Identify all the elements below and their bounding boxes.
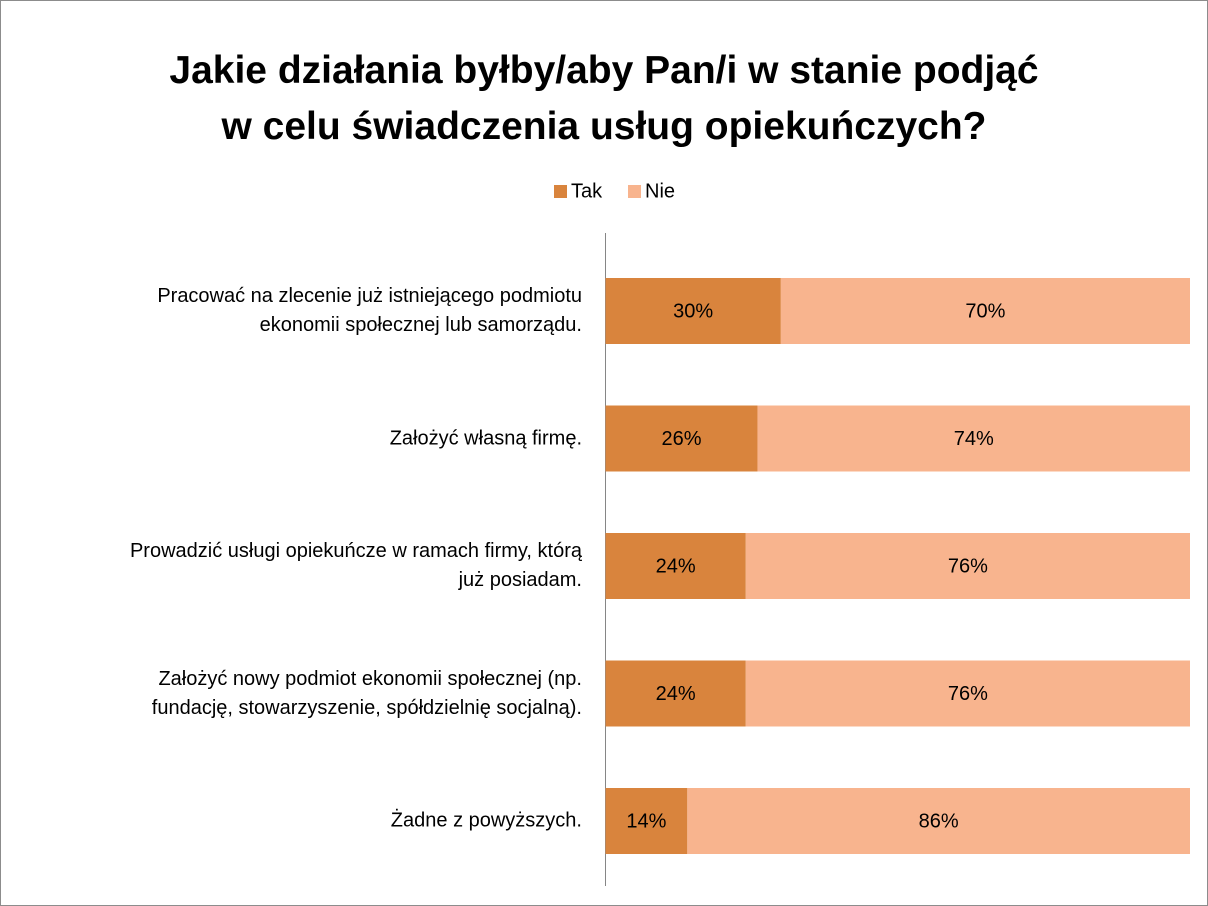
chart-title: Jakie działania byłby/aby Pan/i w stanie… (169, 49, 1039, 148)
bar-segment (745, 660, 1190, 727)
value-label: 70% (965, 300, 1005, 322)
category-label: Prowadzić usługi opiekuńcze w ramach fir… (129, 540, 582, 591)
value-label: 74% (954, 428, 994, 450)
value-label: 76% (948, 683, 988, 705)
category-label: Żadne z powyższych. (390, 809, 582, 832)
bar-segment (605, 660, 746, 727)
value-label: 26% (661, 428, 701, 450)
value-label: 86% (919, 810, 959, 832)
bar-segment (605, 788, 688, 854)
bar-segment (687, 788, 1190, 854)
value-label: 14% (626, 810, 666, 832)
legend-swatch (628, 185, 641, 198)
value-label: 24% (656, 555, 696, 577)
legend-label: Tak (571, 180, 603, 202)
value-label: 76% (948, 555, 988, 577)
bar-segment (745, 533, 1190, 599)
bar-segment (780, 278, 1190, 344)
bar-segment (605, 405, 758, 472)
legend-label: Nie (645, 180, 675, 202)
bar-segment (605, 533, 746, 599)
bar-segment (757, 405, 1190, 472)
bar-segment (605, 278, 781, 344)
value-label: 30% (673, 300, 713, 322)
category-label: Założyć własną firmę. (389, 427, 582, 449)
category-label: Założyć nowy podmiot ekonomii społecznej… (151, 667, 582, 719)
legend-swatch (554, 185, 567, 198)
value-label: 24% (656, 683, 696, 705)
category-label: Pracować na zlecenie już istniejącego po… (157, 285, 582, 336)
